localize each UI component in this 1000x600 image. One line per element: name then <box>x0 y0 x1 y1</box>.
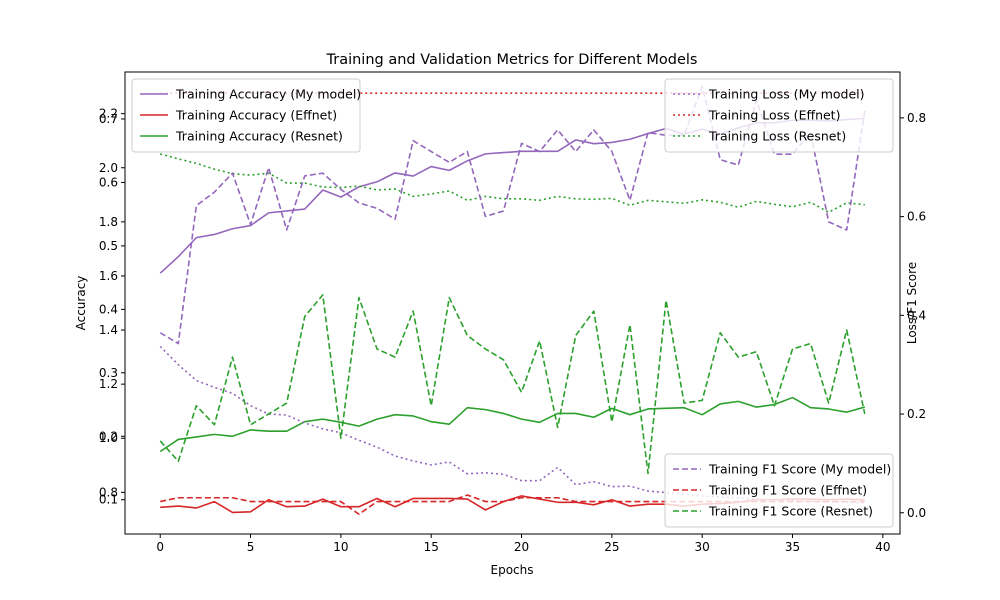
legend-entry: Training Loss (Resnet) <box>708 129 846 144</box>
x-tick-label: 0 <box>156 540 164 554</box>
y-left-tick-label: 0.6 <box>99 175 118 189</box>
y-left-tick-label: 0.1 <box>99 493 118 507</box>
y-axis-left-title: Accuracy <box>74 276 88 331</box>
y-left-twin-tick-label: 1.2 <box>99 377 118 391</box>
x-tick-label: 25 <box>604 540 619 554</box>
chart-title: Training and Validation Metrics for Diff… <box>326 52 698 68</box>
y-right-tick-label: 0.2 <box>907 407 926 421</box>
legend-box-upper-right <box>664 78 894 153</box>
y-right-tick-label: 0.8 <box>907 111 926 125</box>
series-line-8 <box>159 294 866 475</box>
y-left-twin-tick-label: 1.0 <box>99 431 118 445</box>
y-left-tick-label: 0.7 <box>99 112 118 126</box>
legend-box-lower-right <box>664 453 894 528</box>
legends: Training Accuracy (My model) Training Acc… <box>131 78 894 528</box>
x-tick-label: 5 <box>247 540 255 554</box>
y-left-tick-label: 0.3 <box>99 366 118 380</box>
y-left-twin-tick-label: 1.6 <box>99 269 118 283</box>
legend-entry: Training Accuracy (Resnet) <box>175 129 343 144</box>
series-line-2 <box>159 396 865 453</box>
legend-entry: Training F1 Score (Effnet) <box>708 483 867 498</box>
legend-entry: Training F1 Score (Resnet) <box>708 504 873 519</box>
y-left-tick-label: 0.2 <box>99 429 118 443</box>
legend-entry: Training Accuracy (My model) <box>175 87 361 102</box>
y-left-twin-tick-label: 2.2 <box>99 107 118 121</box>
legend-entry: Training Loss (Effnet) <box>708 108 840 123</box>
y-left-tick-label: 0.5 <box>99 239 118 253</box>
y-left-tick-label: 0.4 <box>99 302 118 316</box>
x-axis-title: Epochs <box>491 563 534 577</box>
y-left-twin-tick-label: 2.0 <box>99 161 118 175</box>
x-tick-label: 40 <box>875 540 890 554</box>
series-line-5 <box>160 153 865 213</box>
x-tick-label: 30 <box>695 540 710 554</box>
y-left-twin-tick-label: 1.8 <box>99 215 118 229</box>
x-tick-label: 20 <box>514 540 529 554</box>
x-tick-label: 35 <box>785 540 800 554</box>
y-left-twin-tick-label: 1.4 <box>99 323 118 337</box>
legend-entry: Training F1 Score (My model) <box>708 462 891 477</box>
legend-box-upper-left <box>131 78 361 153</box>
axes: 0 5 10 15 20 25 30 35 40 0.1 0.2 0.3 0.4 0.5 0.6 0.7 0.8… <box>99 107 926 554</box>
x-tick-label: 15 <box>424 540 439 554</box>
y-left-twin-tick-label: 0.8 <box>99 485 118 499</box>
y-right-tick-label: 0.6 <box>907 210 926 224</box>
y-axis-right-title: Loss/F1 Score <box>905 262 919 344</box>
legend-entry: Training Loss (My model) <box>708 87 865 102</box>
y-right-tick-label: 0.0 <box>907 506 926 520</box>
series-line-6 <box>159 85 866 345</box>
legend-entry: Training Accuracy (Effnet) <box>175 108 337 123</box>
x-tick-label: 10 <box>333 540 348 554</box>
y-right-tick-label: 0.4 <box>907 308 926 322</box>
plot-frame <box>124 71 901 535</box>
